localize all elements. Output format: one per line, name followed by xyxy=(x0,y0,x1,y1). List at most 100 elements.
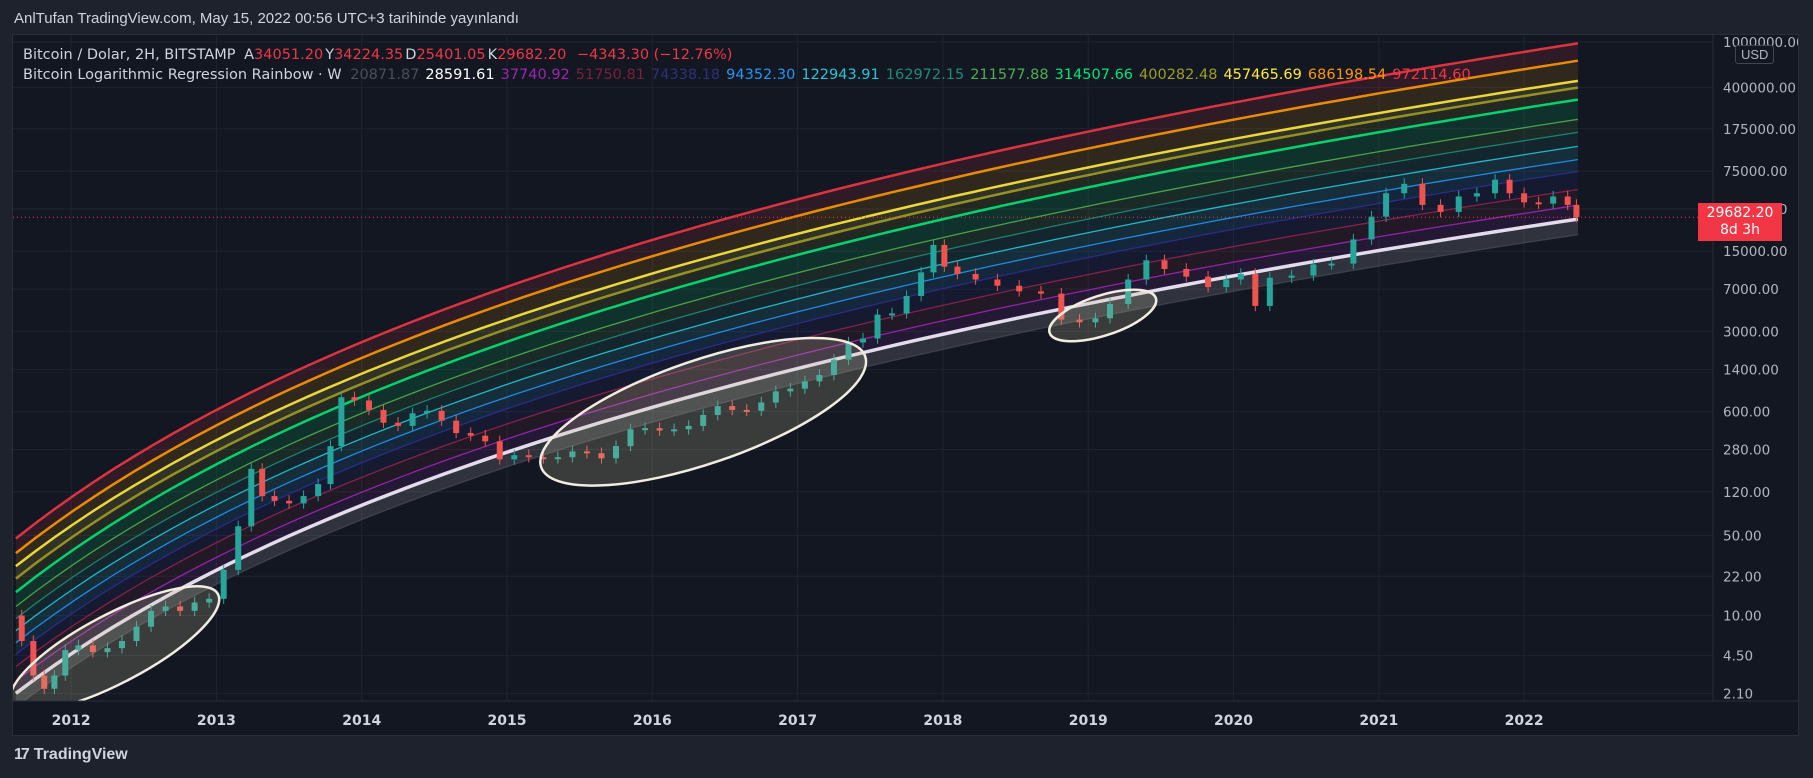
candle-body-61 xyxy=(860,338,866,343)
indicator-value-3: 51750.81 xyxy=(575,67,645,83)
candle-body-8 xyxy=(104,648,111,653)
indicator-value-10: 400282.48 xyxy=(1139,67,1218,83)
footer-brand[interactable]: 17 TradingView xyxy=(14,746,128,764)
candle-body-26 xyxy=(351,397,358,401)
accumulation-zone-2 xyxy=(1048,288,1158,343)
top-bar: AnlTufan TradingView.com, May 15, 2022 0… xyxy=(0,0,1813,38)
publish-caption: AnlTufan TradingView.com, May 15, 2022 0… xyxy=(14,10,519,27)
candle-body-29 xyxy=(395,422,402,426)
candle-body-71 xyxy=(1016,285,1023,292)
candle-body-90 xyxy=(1368,216,1375,240)
rainbow-line-1 xyxy=(14,217,1579,695)
indicator-value-12: 686198.54 xyxy=(1307,67,1387,83)
candle-body-88 xyxy=(1328,263,1335,266)
x-tick-label-2: 2014 xyxy=(342,713,381,729)
candle-body-31 xyxy=(424,410,431,414)
candle-body-11 xyxy=(148,610,155,627)
candle-body-92 xyxy=(1401,183,1408,194)
candle-body-34 xyxy=(467,433,474,436)
x-tick-label-0: 2012 xyxy=(52,713,91,729)
y-tick-label-2: 175000.00 xyxy=(1723,122,1796,138)
candle-body-9 xyxy=(118,641,125,649)
candle-body-69 xyxy=(972,273,979,280)
candle-body-25 xyxy=(338,397,345,447)
candle-body-53 xyxy=(743,409,750,412)
candle-body-55 xyxy=(772,391,779,403)
candle-body-47 xyxy=(656,428,663,431)
price-chart[interactable]: 1000000.00400000.00175000.0075000.003500… xyxy=(13,35,1799,736)
candle-body-59 xyxy=(830,359,837,376)
candle-body-87 xyxy=(1310,264,1317,276)
candle-body-46 xyxy=(642,428,649,431)
candle-body-74 xyxy=(1076,319,1083,323)
candle-body-40 xyxy=(554,457,561,460)
x-tick-label-3: 2015 xyxy=(488,713,527,729)
candle-body-58 xyxy=(816,375,823,382)
candle-body-67 xyxy=(941,244,948,267)
candle-body-77 xyxy=(1125,279,1132,304)
candle-body-7 xyxy=(89,645,96,653)
indicator-value-13: 972114.60 xyxy=(1392,67,1471,83)
candle-body-6 xyxy=(75,645,82,651)
indicator-legend[interactable]: Bitcoin Logarithmic Regression Rainbow ·… xyxy=(23,67,1481,83)
candle-body-76 xyxy=(1107,303,1114,319)
candle-body-28 xyxy=(380,409,387,423)
y-tick-label-8: 1400.00 xyxy=(1723,362,1779,378)
chart-area[interactable]: 1000000.00400000.00175000.0075000.003500… xyxy=(12,34,1799,736)
candle-body-37 xyxy=(511,455,518,460)
candle-body-73 xyxy=(1058,293,1065,320)
candle-body-96 xyxy=(1473,193,1480,197)
candle-body-33 xyxy=(453,420,460,434)
candle-body-36 xyxy=(496,441,503,460)
bar-countdown: 8d 3h xyxy=(1719,222,1761,238)
candle-body-49 xyxy=(685,425,692,430)
candle-body-63 xyxy=(889,313,896,316)
x-tick-label-1: 2013 xyxy=(197,713,236,729)
candle-body-94 xyxy=(1437,204,1444,212)
candle-body-1 xyxy=(18,615,25,642)
y-tick-label-16: 2.10 xyxy=(1723,686,1753,702)
candle-body-5 xyxy=(62,650,69,676)
symbol-legend[interactable]: Bitcoin / Dolar, 2H, BITSTAMP A34051.20 Y… xyxy=(23,47,736,63)
price-change: −4343.30 (−12.76%) xyxy=(576,47,733,63)
candle-body-38 xyxy=(525,455,532,458)
candle-body-21 xyxy=(286,500,293,504)
candle-body-95 xyxy=(1455,196,1462,212)
candle-body-65 xyxy=(918,272,925,297)
candle-body-70 xyxy=(994,279,1001,286)
x-tick-label-10: 2022 xyxy=(1505,713,1544,729)
candle-body-22 xyxy=(300,496,307,504)
candle-body-24 xyxy=(327,446,334,485)
rainbow-line-12 xyxy=(15,59,1579,555)
candle-body-12 xyxy=(162,606,169,611)
candle-body-10 xyxy=(133,626,140,642)
candle-body-3 xyxy=(41,675,48,689)
candle-body-79 xyxy=(1161,260,1168,269)
candle-body-23 xyxy=(315,484,322,497)
indicator-value-11: 457465.69 xyxy=(1223,67,1302,83)
candle-body-81 xyxy=(1205,276,1212,288)
indicator-name[interactable]: Bitcoin Logarithmic Regression Rainbow ·… xyxy=(23,67,342,83)
candle-body-64 xyxy=(903,296,910,314)
indicator-value-9: 314507.66 xyxy=(1054,67,1134,83)
x-tick-label-9: 2021 xyxy=(1359,713,1398,729)
y-tick-label-3: 75000.00 xyxy=(1723,164,1787,180)
candle-body-30 xyxy=(409,413,416,426)
candle-body-100 xyxy=(1535,202,1542,205)
candle-body-62 xyxy=(874,314,881,339)
currency-label[interactable]: USD xyxy=(1735,45,1775,64)
symbol-name[interactable]: Bitcoin / Dolar, 2H, BITSTAMP xyxy=(23,47,236,63)
last-price-value: 29682.20 xyxy=(1706,205,1774,221)
rainbow-line-9 xyxy=(15,98,1579,594)
candle-body-93 xyxy=(1419,183,1426,205)
candle-body-48 xyxy=(671,429,678,432)
candle-body-41 xyxy=(569,451,576,458)
y-tick-label-7: 3000.00 xyxy=(1723,324,1779,340)
rainbow-line-6 xyxy=(15,145,1578,632)
candle-body-83 xyxy=(1237,273,1244,280)
rainbow-line-3 xyxy=(15,188,1578,668)
candle-body-99 xyxy=(1521,193,1528,203)
candle-body-50 xyxy=(700,415,707,426)
candle-body-89 xyxy=(1350,239,1357,264)
tradingview-logo-icon: 17 xyxy=(14,746,30,763)
